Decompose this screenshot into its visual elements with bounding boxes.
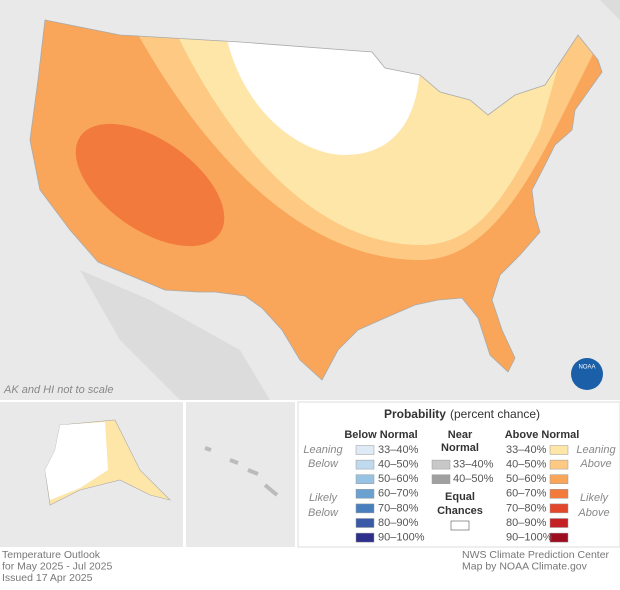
legend-heading: Near xyxy=(448,429,473,441)
side-label: Leaning xyxy=(303,444,343,456)
legend-range: 50–60% xyxy=(378,473,419,485)
legend-swatch xyxy=(450,520,470,531)
legend-range: 40–50% xyxy=(453,473,494,485)
zone-60-70 xyxy=(75,123,225,247)
side-label: Above xyxy=(579,458,611,470)
legend-swatch xyxy=(355,445,375,455)
legend-heading: Equal xyxy=(445,491,475,503)
legend-swatch xyxy=(431,459,451,470)
footer-text: Issued 17 Apr 2025 xyxy=(2,572,93,584)
legend-swatch xyxy=(549,503,569,514)
side-label: Likely xyxy=(309,492,339,504)
legend-swatch xyxy=(355,532,375,543)
legend-range: 60–70% xyxy=(506,488,547,500)
legend-title-main: Probability xyxy=(384,407,446,421)
legend-swatch xyxy=(549,532,569,543)
legend-range: 40–50% xyxy=(378,459,419,471)
logo-text: NOAA xyxy=(578,365,595,371)
map-note: AK and HI not to scale xyxy=(3,384,113,396)
legend-swatch xyxy=(549,445,569,455)
side-label: Leaning xyxy=(576,444,616,456)
legend-range: 33–40% xyxy=(506,444,547,456)
legend-swatch xyxy=(355,503,375,514)
legend-heading: Below Normal xyxy=(344,429,417,441)
legend-swatch xyxy=(549,459,569,470)
legend-swatch xyxy=(355,474,375,484)
legend-range: 80–90% xyxy=(506,517,547,529)
legend-range: 40–50% xyxy=(506,459,547,471)
footer-text: Map by NOAA Climate.gov xyxy=(462,560,588,572)
hi-inset xyxy=(186,402,295,547)
alaska-equal xyxy=(45,422,108,500)
side-label: Below xyxy=(308,507,339,519)
legend-swatch xyxy=(431,474,451,484)
footer-text: for May 2025 - Jul 2025 xyxy=(2,560,112,572)
legend-range: 80–90% xyxy=(378,517,419,529)
mexico xyxy=(80,270,270,400)
side-label: Likely xyxy=(580,492,610,504)
legend-range: 33–40% xyxy=(378,444,419,456)
legend-range: 33–40% xyxy=(453,459,494,471)
legend-swatch xyxy=(355,489,375,499)
legend-heading: Normal xyxy=(441,442,479,454)
legend-range: 90–100% xyxy=(506,532,553,544)
legend-range: 60–70% xyxy=(378,488,419,500)
noaa-logo xyxy=(571,358,603,390)
legend-range: 70–80% xyxy=(378,502,419,514)
hawaii xyxy=(204,446,279,497)
legend-range: 70–80% xyxy=(506,502,547,514)
legend-heading: Above Normal xyxy=(505,429,580,441)
side-label: Below xyxy=(308,458,339,470)
footer-text: NWS Climate Prediction Center xyxy=(462,549,610,561)
legend-subtitle: (percent chance) xyxy=(450,407,540,421)
legend-heading: Chances xyxy=(437,505,483,517)
legend-swatch xyxy=(549,518,569,528)
side-label: Above xyxy=(577,507,609,519)
legend-title: Probability (percent chance) xyxy=(384,407,540,421)
legend-swatch xyxy=(549,474,569,484)
legend-range: 90–100% xyxy=(378,532,425,544)
legend-range: 50–60% xyxy=(506,473,547,485)
legend-swatch xyxy=(355,518,375,528)
footer-text: Temperature Outlook xyxy=(2,549,101,561)
legend-swatch xyxy=(549,489,569,499)
legend-swatch xyxy=(355,459,375,470)
